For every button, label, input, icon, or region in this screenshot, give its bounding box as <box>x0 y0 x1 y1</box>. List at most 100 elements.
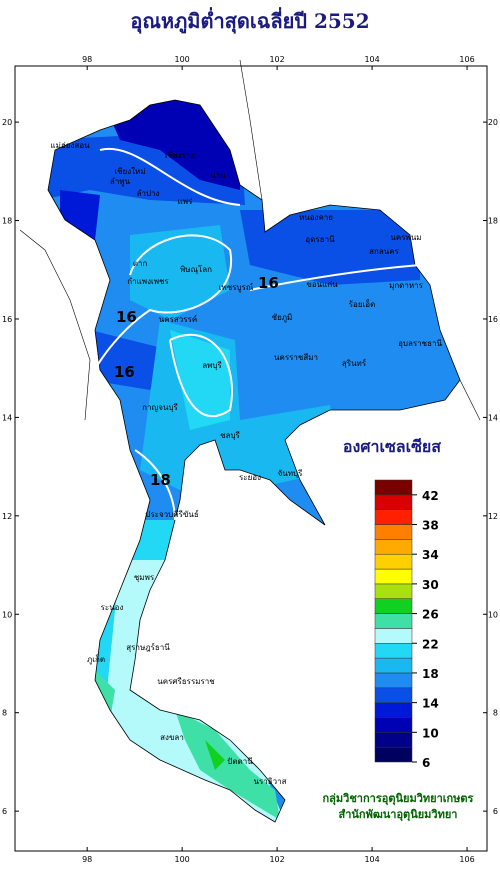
colorbar-swatch <box>374 657 413 674</box>
place-label: ลำพูน <box>110 177 131 187</box>
contour-label: 18 <box>150 471 171 489</box>
colorbar-swatch <box>374 539 413 555</box>
place-label: แพร่ <box>178 197 193 206</box>
place-label: กาญจนบุรี <box>142 403 178 412</box>
place-label: นราธิวาส <box>253 777 286 786</box>
colorbar-swatch <box>374 598 413 614</box>
place-label: ปัตตานี <box>227 757 253 766</box>
colorbar-swatch <box>374 553 413 570</box>
place-label: กำแพงเพชร <box>127 277 169 286</box>
y-tick-label: 10 <box>488 610 498 619</box>
place-label: ระยอง <box>239 473 261 482</box>
y-tick-label: 12 <box>488 512 498 521</box>
y-tick-label: 20 <box>488 118 498 127</box>
contour-label: 16 <box>258 274 279 292</box>
place-label: นครพนม <box>390 233 421 242</box>
y-tick-label: 18 <box>2 217 12 226</box>
y-tick-label: 10 <box>2 610 12 619</box>
place-label: นครราชสีมา <box>274 353 318 362</box>
place-label: เชียงราย <box>165 151 195 160</box>
x-tick-label: 100 <box>175 55 190 64</box>
colorbar-label: 34 <box>422 548 439 562</box>
colorbar-swatch <box>374 732 413 748</box>
colorbar-label: 38 <box>422 519 439 533</box>
colorbar-label: 26 <box>422 608 439 622</box>
place-label: หนองคาย <box>299 213 333 222</box>
credit: กลุ่มวิชาการอุตุนิยมวิทยาเกษตร <box>323 792 474 806</box>
x-tick-label: 102 <box>269 55 284 64</box>
place-label: ชลบุรี <box>220 431 240 440</box>
place-label: เพชรบูรณ์ <box>219 282 254 293</box>
x-tick-label: 104 <box>364 55 379 64</box>
place-labels: แม่ฮ่องสอน เชียงราย เชียงใหม่ ลำพูน ลำปา… <box>50 141 442 786</box>
x-tick-label: 102 <box>269 855 284 864</box>
colorbar-swatch <box>374 494 413 510</box>
y-tick-label: 12 <box>2 512 12 521</box>
x-tick-label: 104 <box>364 855 379 864</box>
place-label: น่าน <box>210 171 226 180</box>
y-tick-label: 16 <box>2 315 12 324</box>
colorbar-swatch <box>374 717 413 733</box>
colorbar-label: 30 <box>422 578 439 592</box>
y-tick-label: 20 <box>2 118 12 127</box>
colorbar-swatch <box>374 509 413 525</box>
y-tick-label: 16 <box>488 315 498 324</box>
colorbar-swatch <box>374 568 413 585</box>
contour-label: 16 <box>114 363 135 381</box>
colorbar-swatch <box>374 479 413 496</box>
colorbar-label: 14 <box>422 697 439 711</box>
y-tick-label: 18 <box>488 217 498 226</box>
colorbar-swatch <box>374 613 413 629</box>
y-tick-label: 8 <box>493 709 498 718</box>
place-label: เชียงใหม่ <box>114 167 145 176</box>
map-frame <box>14 65 488 852</box>
x-tick-label: 98 <box>82 855 92 864</box>
colorbar-swatch <box>374 702 413 718</box>
x-tick-label: 100 <box>175 855 190 864</box>
colorbar-swatch <box>374 746 413 763</box>
x-tick-label: 98 <box>82 55 92 64</box>
place-label: ลพบุรี <box>202 361 222 370</box>
neighbor-borders <box>19 59 481 421</box>
colorbar-swatch <box>374 672 413 689</box>
colorbar-label: 42 <box>422 489 439 503</box>
place-label: ชุมพร <box>134 573 155 582</box>
y-tick-label: 14 <box>488 413 498 422</box>
legend-unit: องศาเซลเซียส <box>343 437 441 456</box>
y-tick-label: 8 <box>2 709 7 718</box>
country-outline <box>47 99 461 823</box>
x-tick-label: 106 <box>459 55 474 64</box>
colorbar-swatch <box>374 583 413 599</box>
place-label: พิษณุโลก <box>180 264 212 274</box>
colorbar-label: 10 <box>422 726 439 740</box>
place-label: จันทบุรี <box>278 469 304 478</box>
place-label: อุดรธานี <box>305 235 335 244</box>
colorbar-label: 6 <box>422 756 430 770</box>
place-label: ตาก <box>133 259 148 268</box>
colorbar-label: 18 <box>422 667 439 681</box>
place-label: สกลนคร <box>369 247 399 256</box>
credit: สำนักพัฒนาอุตุนิยมวิทยา <box>339 808 458 822</box>
place-label: มุกดาหาร <box>389 281 424 290</box>
y-tick-label: 6 <box>493 807 498 816</box>
place-label: ประจวบคีรีขันธ์ <box>145 509 199 519</box>
place-label: นครศรีธรรมราช <box>157 677 215 686</box>
title: อุณหภูมิต่ำสุดเฉลี่ยปี 2552 <box>130 6 369 35</box>
contour-lines <box>94 147 421 521</box>
place-label: ชัยภูมิ <box>272 313 293 323</box>
colorbar-swatch <box>374 524 413 540</box>
colorbar-swatch <box>374 687 413 703</box>
contour-labels: 16 16 18 16 <box>114 274 279 489</box>
place-label: นครสวรรค์ <box>159 314 197 324</box>
place-label: สงขลา <box>160 733 184 742</box>
colorbar: 6 10 14 18 22 26 30 34 38 42 <box>374 479 439 770</box>
place-label: สุรินทร์ <box>342 358 367 368</box>
place-label: ลำปาง <box>137 189 160 198</box>
place-label: แม่ฮ่องสอน <box>50 141 90 150</box>
y-tick-label: 6 <box>2 807 7 816</box>
contour-label: 16 <box>116 308 137 326</box>
place-label: ขอนแก่น <box>306 280 338 289</box>
place-label: ระนอง <box>101 603 124 612</box>
